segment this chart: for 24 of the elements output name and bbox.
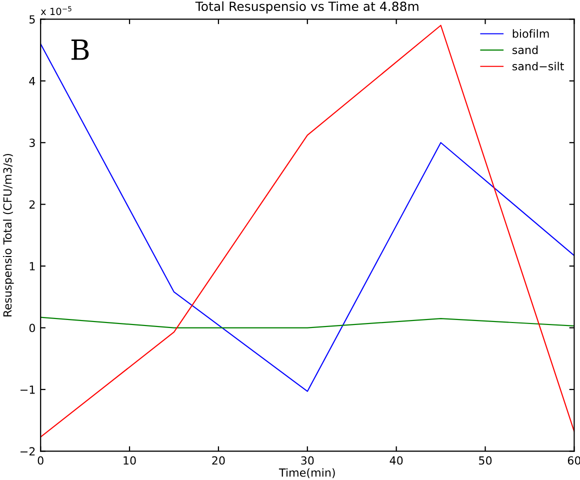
y-axis-title: Resuspensio Total (CFU/m3/s) bbox=[3, 154, 14, 316]
x-tick-label: 20 bbox=[212, 456, 225, 465]
y-tick-label: 4 bbox=[29, 77, 36, 86]
x-tick-label: 50 bbox=[479, 456, 492, 465]
y-tick-label: −1 bbox=[20, 386, 35, 394]
y-tick-label: −2 bbox=[20, 447, 35, 456]
x-tick-label: 40 bbox=[390, 456, 403, 465]
legend-label: biofilm bbox=[512, 29, 549, 38]
annotation: B bbox=[71, 39, 89, 60]
legend-label: sand bbox=[512, 46, 538, 54]
y-tick-label: 3 bbox=[30, 138, 35, 148]
y-tick-label: 5 bbox=[30, 15, 35, 24]
y-tick-label: 1 bbox=[30, 262, 35, 270]
x-tick-label: 30 bbox=[301, 456, 314, 465]
line-series bbox=[40, 24, 574, 438]
line-series bbox=[40, 316, 574, 328]
y-tick-label: 2 bbox=[29, 200, 35, 209]
chart-title: Total Resuspensio vs Time at 4.88m bbox=[195, 1, 418, 14]
y-tick-label: 0 bbox=[29, 324, 35, 332]
legend-label: sand−silt bbox=[512, 62, 564, 70]
x-axis-title: Time(min) bbox=[278, 468, 335, 478]
x-tick-label: 10 bbox=[124, 456, 136, 465]
x-tick-label: 0 bbox=[38, 456, 44, 465]
text: x 10$^{−5}$ bbox=[40, 6, 72, 16]
